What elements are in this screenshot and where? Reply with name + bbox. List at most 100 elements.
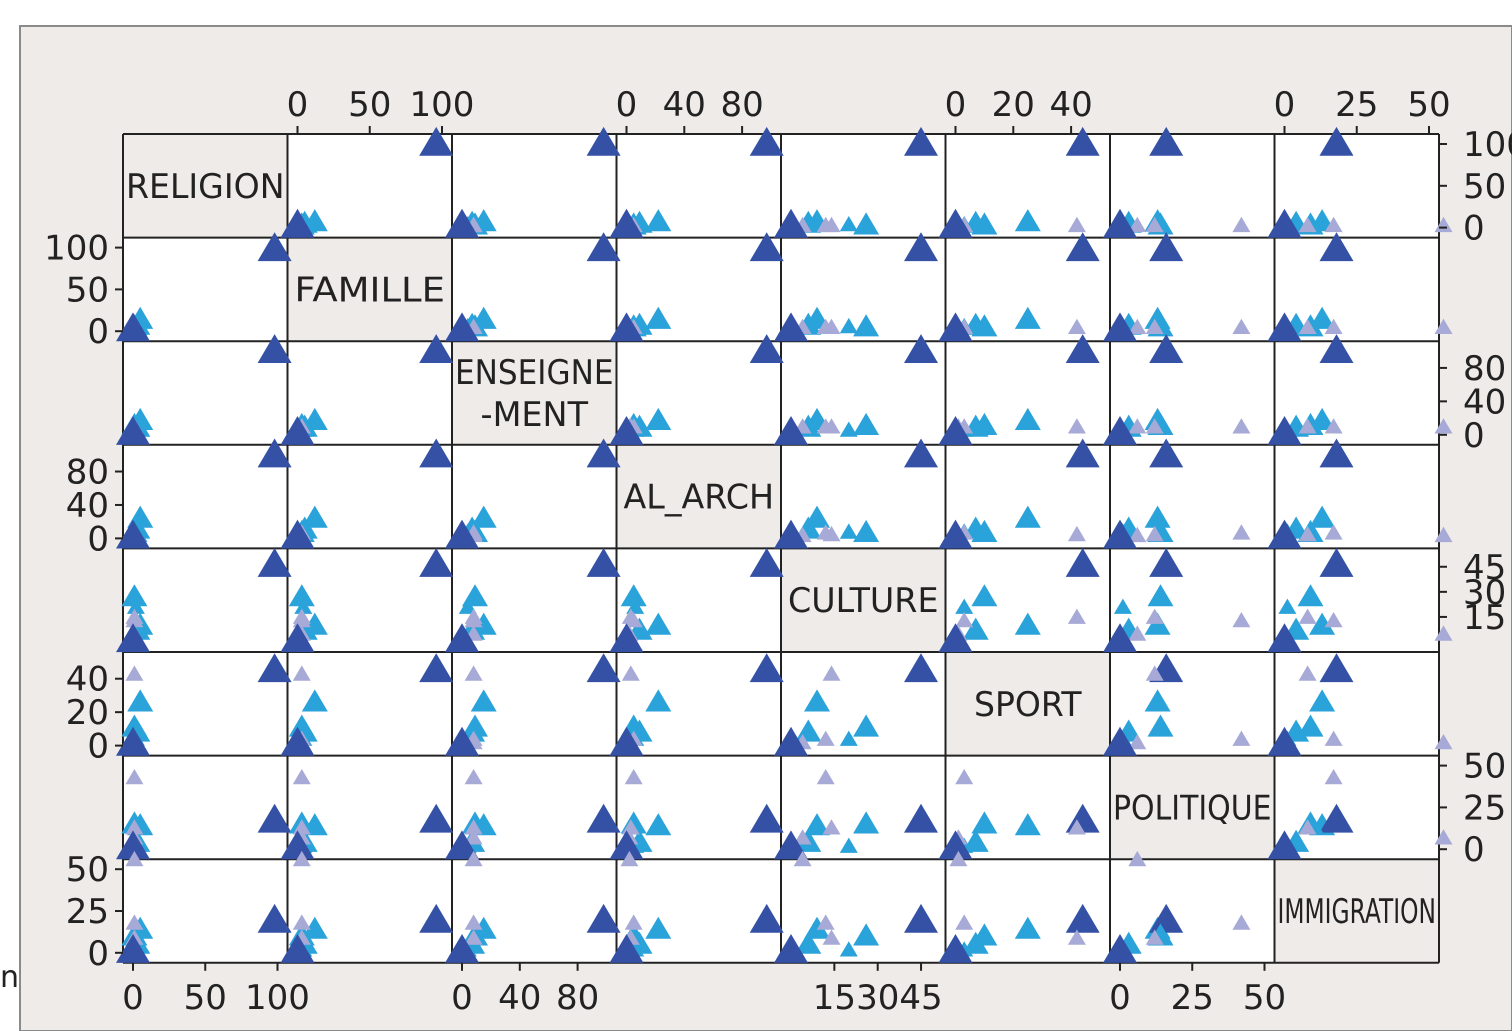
data-point (445, 208, 479, 238)
data-point (839, 941, 858, 957)
y-tick-label: 45 (1463, 548, 1506, 588)
data-point (1319, 548, 1354, 577)
data-point (816, 730, 835, 746)
data-point (1067, 819, 1086, 835)
data-point (586, 438, 621, 468)
data-point (1319, 232, 1354, 262)
data-point (774, 208, 808, 238)
data-point (292, 769, 311, 785)
data-point (1144, 505, 1171, 528)
data-point (1067, 608, 1086, 624)
data-point (125, 850, 144, 867)
data-point (125, 665, 144, 681)
data-point (1434, 418, 1453, 434)
y-tick-label: 50 (1463, 167, 1506, 207)
data-point (445, 830, 479, 860)
data-point (1145, 525, 1164, 542)
data-point (955, 612, 974, 628)
data-point (645, 306, 672, 329)
data-point (445, 726, 479, 756)
data-point (257, 653, 292, 683)
data-point (1324, 730, 1343, 746)
data-point (816, 769, 835, 785)
x-tick-label: 0 (1274, 85, 1296, 125)
data-point (904, 653, 938, 683)
y-tick-label: 25 (1463, 788, 1506, 828)
data-point (257, 334, 292, 363)
data-point (609, 623, 644, 653)
data-point (301, 916, 328, 939)
data-point (904, 232, 938, 262)
data-point (1128, 734, 1147, 750)
data-point (645, 689, 672, 712)
data-point (839, 317, 858, 334)
data-point (804, 505, 830, 528)
data-point (464, 608, 483, 624)
x-tick-label: 45 (899, 978, 942, 1018)
data-point (1298, 608, 1317, 624)
data-point (955, 914, 974, 930)
data-point (586, 548, 621, 577)
data-point (774, 726, 808, 756)
data-point (1298, 819, 1317, 835)
data-point (586, 232, 621, 262)
data-point (1149, 548, 1184, 577)
data-point (419, 548, 454, 577)
data-point (1067, 525, 1086, 542)
data-point (1267, 312, 1302, 342)
data-point (938, 934, 973, 963)
data-point (116, 830, 150, 860)
data-point (1297, 584, 1324, 607)
x-tick-label: 100 (245, 978, 310, 1018)
x-tick-label: 25 (1335, 85, 1378, 125)
x-tick-label: 0 (451, 978, 473, 1018)
data-point (1298, 525, 1317, 542)
data-point (1149, 232, 1184, 262)
data-point (853, 519, 880, 542)
data-point (1149, 126, 1184, 156)
data-point (621, 608, 640, 624)
data-point (1232, 914, 1251, 930)
data-point (464, 819, 483, 835)
data-point (904, 438, 938, 468)
diagonal-cell-politique (1110, 755, 1275, 860)
data-point (774, 416, 808, 445)
data-point (1232, 418, 1251, 434)
data-point (292, 819, 311, 835)
data-point (292, 914, 311, 930)
y-tick-label: 0 (87, 934, 109, 974)
data-point (1065, 126, 1100, 156)
x-tick-label: 80 (556, 978, 599, 1018)
data-point (419, 334, 454, 363)
data-point (1065, 903, 1100, 933)
data-point (280, 830, 315, 860)
data-point (1298, 418, 1317, 434)
data-point (470, 689, 497, 712)
data-point (1278, 598, 1297, 614)
data-point (839, 216, 858, 232)
data-point (1014, 505, 1041, 528)
data-point (971, 923, 998, 946)
data-point (1267, 519, 1302, 549)
data-point (822, 665, 841, 681)
data-point (125, 819, 144, 835)
data-point (1434, 526, 1453, 543)
data-point (1103, 312, 1137, 342)
data-point (620, 584, 647, 607)
data-point (1065, 334, 1100, 363)
data-point (280, 726, 315, 756)
data-point (1014, 916, 1041, 939)
diagonal-cell-famille (287, 237, 452, 342)
data-point (1014, 209, 1041, 232)
data-point (586, 903, 621, 933)
data-point (609, 312, 644, 342)
data-point (1324, 769, 1343, 785)
data-point (1232, 318, 1251, 334)
data-point (1144, 689, 1171, 712)
data-point (1065, 438, 1100, 468)
data-point (301, 505, 328, 528)
data-point (1267, 416, 1302, 445)
data-point (1324, 612, 1343, 628)
data-point (1014, 306, 1041, 329)
data-point (1145, 665, 1164, 681)
